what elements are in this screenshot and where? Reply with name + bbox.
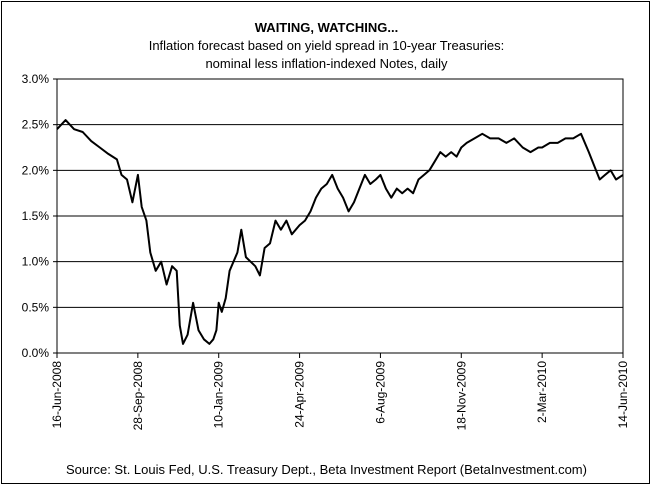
chart-subtitle-line-2: nominal less inflation-indexed Notes, da… (205, 56, 448, 71)
y-tick-label: 1.5% (22, 209, 50, 223)
y-tick-label: 0.0% (22, 346, 50, 360)
y-tick-label: 3.0% (22, 72, 50, 86)
y-axis: 0.0% 0.5% 1.0% 1.5% 2.0% 2.5% 3.0% (22, 72, 57, 360)
source-note: Source: St. Louis Fed, U.S. Treasury Dep… (66, 462, 587, 477)
x-tick-label: 6-Aug-2009 (373, 361, 387, 424)
gridlines (57, 124, 623, 308)
y-tick-label: 1.0% (22, 255, 50, 269)
x-tick-label: 24-Apr-2009 (293, 361, 307, 428)
series-line (56, 119, 624, 345)
x-tick-label: 2-Mar-2010 (535, 361, 549, 423)
series-group (56, 119, 624, 345)
x-tick-label: 16-Jun-2008 (50, 361, 64, 429)
x-tick-label: 10-Jan-2009 (212, 361, 226, 429)
x-tick-label: 14-Jun-2010 (616, 361, 630, 429)
y-tick-label: 2.0% (22, 163, 50, 177)
chart-subtitle-line-1: Inflation forecast based on yield spread… (148, 38, 505, 53)
x-tick-label: 18-Nov-2009 (454, 361, 468, 431)
x-axis: 16-Jun-2008 28-Sep-2008 10-Jan-2009 24-Apr-… (50, 353, 630, 430)
chart-title: WAITING, WATCHING... (254, 20, 399, 35)
y-tick-label: 0.5% (22, 300, 50, 314)
y-tick-label: 2.5% (22, 118, 50, 132)
x-tick-label: 28-Sep-2008 (131, 361, 145, 431)
